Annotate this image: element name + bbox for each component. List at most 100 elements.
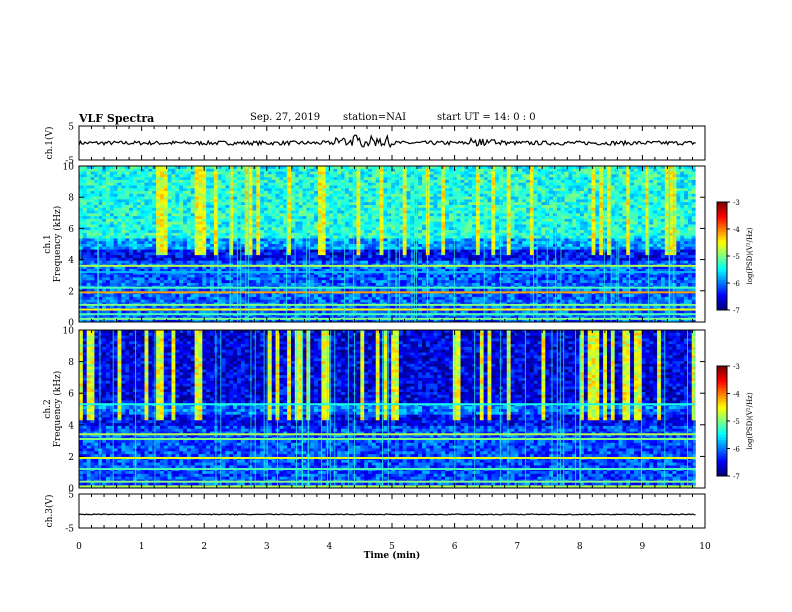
colorbar-ch1: -3 -4 -5 -6 -7 log(PSD)(V²/Hz) (716, 199, 754, 315)
y-axis-label: Frequency (kHz) (52, 206, 63, 283)
spheric-line (395, 166, 397, 322)
x-tick-label: 3 (264, 542, 270, 552)
no-data-area (695, 166, 705, 322)
x-tick-label: 0 (76, 542, 82, 552)
spheric-line (640, 330, 642, 488)
colorbar-tick-label: -5 (733, 253, 740, 261)
y-tick-label: 6 (68, 390, 74, 400)
spheric-line (347, 330, 349, 488)
y-tick-label: 5 (68, 123, 74, 133)
spheric-line (454, 330, 456, 488)
y-tick-label: 10 (63, 163, 75, 173)
spheric-line (500, 166, 502, 322)
spheric-line (399, 166, 401, 322)
spheric-line (250, 330, 252, 488)
spheric-line (334, 330, 336, 488)
spheric-line (563, 330, 565, 488)
chart-title: VLF Spectra (79, 112, 155, 125)
y-tick-label: -5 (65, 525, 74, 535)
spheric-line (245, 166, 247, 322)
spheric-line (580, 330, 582, 488)
spheric-line (229, 166, 231, 322)
spheric-line (294, 166, 296, 322)
spheric-line (664, 330, 666, 488)
tone-line-3 (79, 286, 696, 289)
spheric-line (687, 330, 688, 488)
spheric-line (413, 166, 415, 322)
spheric-line (415, 166, 417, 322)
y-tick-label: -5 (65, 157, 74, 167)
panel-border (78, 493, 706, 529)
spheric-line (286, 166, 288, 322)
tone-line-8 (79, 317, 696, 320)
waveform-ch3 (78, 513, 696, 516)
spheric-line (603, 166, 605, 322)
y-axis-label: ch.3(V) (44, 495, 55, 528)
y-tick-label: 4 (68, 421, 74, 431)
spheric-line (524, 330, 526, 488)
spheric-line (474, 330, 476, 488)
spheric-line (536, 166, 538, 322)
tone-line-4 (79, 456, 696, 459)
spheric-line (215, 330, 217, 488)
spheric-line (500, 330, 502, 488)
colorbar-tick-label: -6 (733, 280, 740, 288)
y-tick-label: 0 (68, 485, 74, 495)
spheric-line (483, 166, 485, 322)
colorbar-tick-label: -5 (733, 418, 740, 426)
x-tick-label: 10 (699, 542, 711, 552)
y-tick-label: 8 (68, 194, 74, 204)
spheric-line (240, 166, 242, 322)
spheric-line (579, 330, 581, 488)
channel-label: ch.2 (43, 399, 53, 418)
colorbar-tick-label: -7 (733, 473, 740, 481)
spheric-line (411, 166, 413, 322)
tone-line-1 (79, 264, 696, 267)
spheric-line (135, 330, 137, 488)
spheric-line (308, 166, 310, 322)
spectrogram-ch1 (79, 166, 705, 323)
x-tick-label: 2 (201, 542, 207, 552)
no-data-area (695, 330, 705, 488)
spheric-line (329, 330, 331, 488)
spheric-line (220, 330, 222, 488)
spheric-line (306, 166, 308, 322)
tone-line-4 (79, 291, 696, 294)
channel-label: ch.1 (43, 234, 53, 253)
x-tick-label: 5 (389, 542, 395, 552)
spheric-line (546, 166, 548, 322)
spheric-line (616, 166, 618, 322)
x-tick-label: 1 (139, 542, 145, 552)
colorbar-tick-label: -4 (733, 226, 740, 234)
spheric-line (99, 330, 101, 488)
spectrogram-ch2 (79, 330, 705, 489)
spheric-line (266, 330, 268, 488)
spheric-line (217, 166, 219, 322)
x-tick-label: 9 (640, 542, 646, 552)
spheric-line (610, 166, 612, 322)
x-axis-label: Time (min) (364, 550, 421, 561)
spheric-line (154, 330, 156, 488)
tone-line-7 (79, 485, 696, 488)
y-tick-label: 2 (68, 453, 74, 463)
waveform-ch1 (78, 133, 696, 149)
y-tick-label: 10 (63, 327, 75, 337)
spheric-line (276, 330, 278, 488)
tone-line-6 (79, 308, 696, 311)
spheric-line (551, 330, 553, 488)
spheric-line (382, 330, 384, 488)
spheric-line (673, 166, 675, 322)
spheric-line (556, 330, 558, 488)
colorbar-tick-label: -3 (733, 199, 740, 207)
spheric-line (332, 166, 334, 322)
colorbar-tick-label: -7 (733, 307, 740, 315)
spheric-line (427, 166, 429, 322)
spheric-line (80, 166, 82, 322)
colorbar-label: log(PSD)(V²/Hz) (746, 392, 754, 449)
y-axis-label: ch.1(V) (44, 127, 55, 160)
spheric-line (98, 166, 100, 322)
spheric-line (388, 166, 390, 322)
tone-line-6 (79, 480, 696, 483)
x-tick-label: 4 (327, 542, 333, 552)
spheric-line (532, 166, 534, 322)
